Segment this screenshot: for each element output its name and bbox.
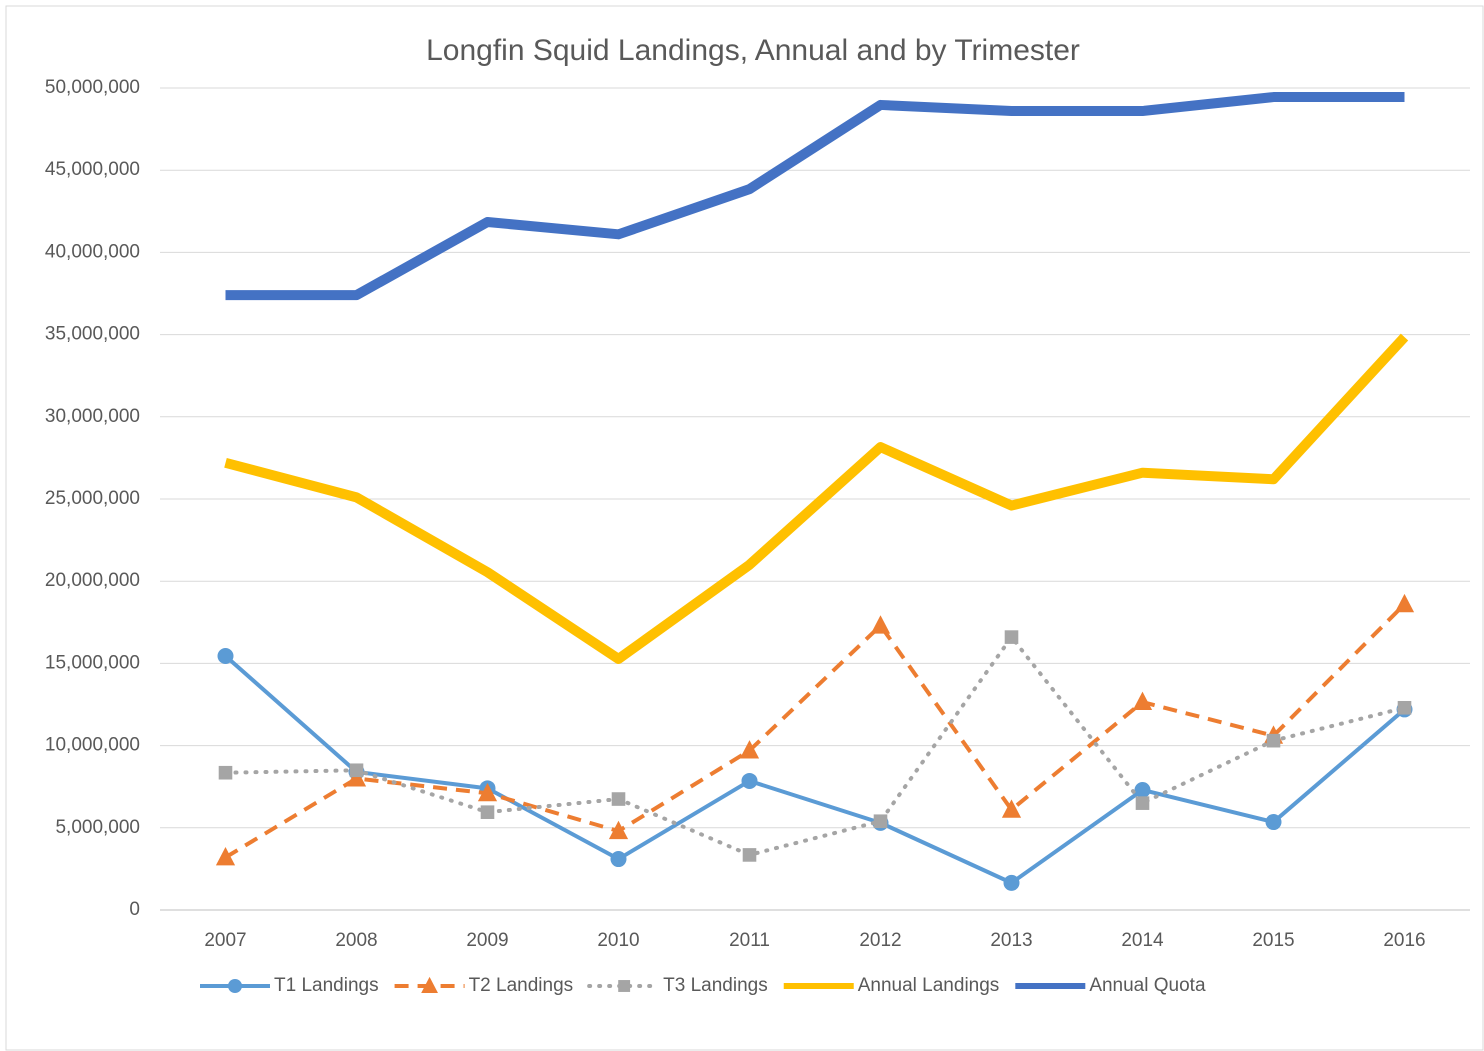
- y-tick-label: 20,000,000: [45, 570, 140, 591]
- marker: [349, 763, 364, 778]
- y-tick-label: 25,000,000: [45, 488, 140, 509]
- marker: [739, 740, 760, 759]
- marker: [1003, 874, 1020, 891]
- marker: [1004, 630, 1019, 644]
- series-line: [224, 602, 1406, 860]
- marker: [217, 648, 234, 665]
- legend-item: T1 Landings: [200, 975, 379, 996]
- legend-item: T2 Landings: [394, 975, 574, 996]
- marker: [421, 976, 438, 993]
- marker: [1001, 799, 1022, 818]
- marker: [608, 820, 629, 840]
- marker: [228, 979, 242, 993]
- series: [224, 333, 1409, 664]
- marker: [1132, 691, 1153, 711]
- legend-label: Annual Landings: [858, 975, 1000, 996]
- marker: [742, 848, 757, 862]
- x-tick-label: 2014: [1121, 930, 1164, 951]
- legend-label: T2 Landings: [469, 975, 574, 996]
- y-tick-label: 0: [129, 899, 140, 920]
- x-tick-label: 2015: [1252, 930, 1294, 951]
- legend-item: T3 Landings: [587, 975, 768, 996]
- marker: [1265, 814, 1282, 831]
- y-tick-label: 5,000,000: [55, 817, 140, 838]
- chart-title: Longfin Squid Landings, Annual and by Tr…: [426, 34, 1080, 67]
- marker: [1134, 781, 1151, 798]
- x-tick-label: 2009: [466, 930, 508, 951]
- x-tick-label: 2007: [204, 930, 246, 951]
- y-tick-label: 50,000,000: [45, 77, 140, 98]
- x-tick-label: 2013: [990, 930, 1032, 951]
- series: [218, 630, 1412, 862]
- x-tick-label: 2008: [335, 930, 377, 951]
- marker: [873, 814, 888, 829]
- y-tick-label: 40,000,000: [45, 241, 140, 262]
- series-line: [225, 92, 1405, 301]
- marker: [1397, 700, 1412, 715]
- marker: [1135, 796, 1150, 810]
- x-tick-label: 2010: [597, 930, 639, 951]
- legend-label: T3 Landings: [663, 975, 768, 996]
- series: [225, 92, 1405, 301]
- legend-item: Annual Quota: [1015, 975, 1206, 996]
- marker: [218, 765, 233, 780]
- marker: [1266, 733, 1281, 748]
- x-tick-label: 2012: [859, 930, 901, 951]
- marker: [477, 782, 498, 802]
- series-line: [224, 654, 1406, 885]
- marker: [610, 851, 627, 868]
- series-line: [224, 333, 1409, 664]
- y-tick-label: 45,000,000: [45, 159, 140, 180]
- marker: [480, 805, 495, 819]
- marker: [215, 846, 236, 866]
- x-tick-label: 2011: [729, 930, 770, 951]
- y-tick-label: 15,000,000: [45, 652, 140, 673]
- marker: [346, 768, 367, 787]
- x-tick-label: 2016: [1383, 930, 1425, 951]
- y-tick-label: 10,000,000: [45, 735, 140, 756]
- series-line: [223, 635, 1407, 857]
- y-tick-label: 35,000,000: [45, 324, 140, 345]
- marker: [741, 772, 758, 789]
- marker: [611, 792, 626, 806]
- marker: [870, 615, 891, 634]
- legend-label: T1 Landings: [274, 975, 379, 996]
- legend-label: Annual Quota: [1089, 975, 1206, 996]
- y-tick-label: 30,000,000: [45, 406, 140, 427]
- legend-item: Annual Landings: [783, 975, 1000, 996]
- chart-border: [5, 5, 1484, 1051]
- marker: [1394, 593, 1415, 613]
- marker: [618, 980, 631, 992]
